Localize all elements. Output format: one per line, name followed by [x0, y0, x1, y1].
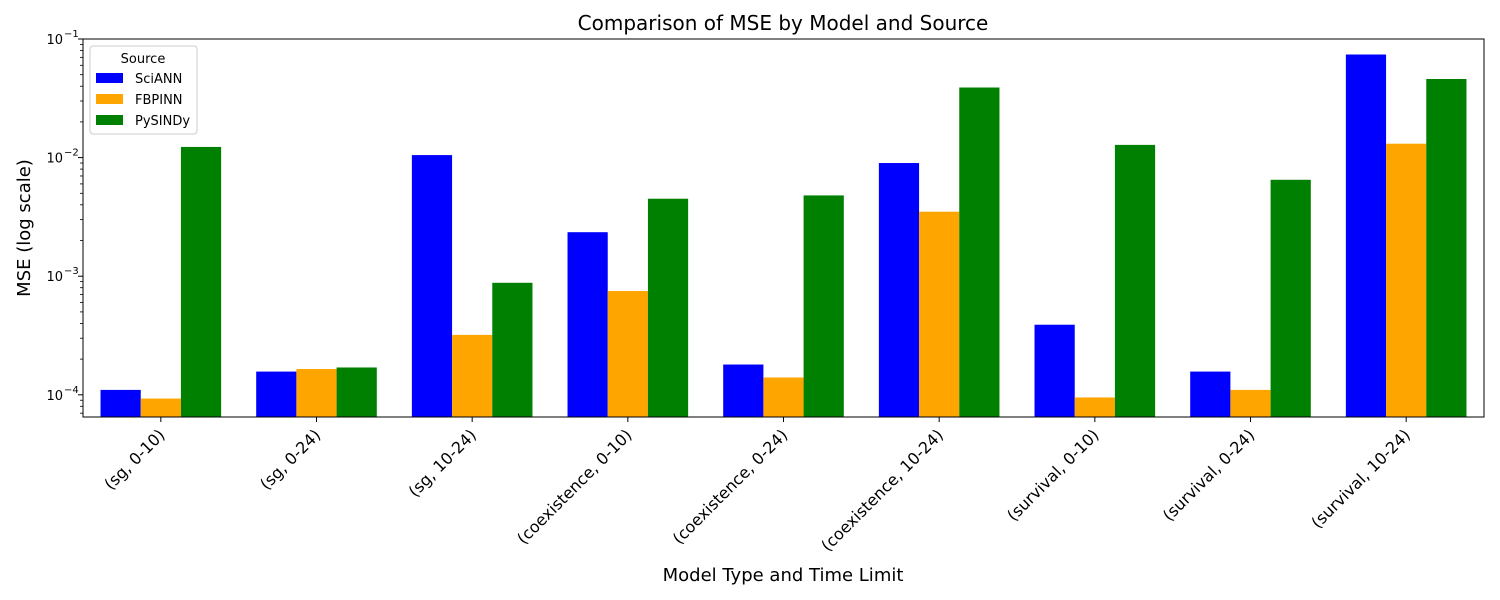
- bar-fbpinn-1: [296, 369, 337, 417]
- bar-sciann-7: [1190, 371, 1231, 417]
- legend-swatch-pysindy: [96, 115, 123, 125]
- y-tick-exponent: −4: [64, 385, 79, 396]
- y-tick-label: 10: [46, 389, 63, 404]
- x-tick-label: (sg, 0-24): [256, 425, 324, 493]
- chart-title: Comparison of MSE by Model and Source: [578, 11, 989, 35]
- bar-pysindy-6: [1114, 144, 1156, 417]
- y-tick-exponent: −2: [64, 148, 79, 159]
- bar-pysindy-3: [647, 198, 689, 417]
- x-tick-label: (survival, 0-24): [1159, 425, 1258, 524]
- bar-fbpinn-2: [452, 334, 493, 417]
- bar-fbpinn-4: [763, 377, 804, 417]
- x-tick-label: (coexistence, 0-10): [513, 425, 636, 548]
- x-axis-label: Model Type and Time Limit: [663, 565, 904, 586]
- bar-pysindy-0: [180, 146, 222, 417]
- bar-sciann-0: [100, 389, 141, 417]
- x-axis-ticks: (sg, 0-10) (sg, 0-24) (sg, 10-24) (coexiste…: [100, 417, 1414, 555]
- y-tick-exponent: −1: [64, 29, 79, 40]
- y-tick-label: 10: [46, 270, 63, 285]
- bar-sciann-1: [256, 371, 297, 417]
- legend-label-fbpinn: FBPINN: [135, 93, 183, 108]
- y-tick-label: 10: [46, 33, 63, 48]
- legend-title: Source: [121, 52, 166, 67]
- bar-pysindy-8: [1426, 79, 1467, 417]
- bars: [100, 54, 1467, 417]
- legend-box: [89, 45, 198, 135]
- y-tick-exponent: −3: [64, 266, 79, 277]
- bar-pysindy-2: [492, 282, 533, 417]
- legend-label-pysindy: PySINDy: [135, 114, 190, 129]
- bar-sciann-6: [1034, 324, 1075, 417]
- bar-sciann-2: [411, 155, 453, 417]
- bar-pysindy-1: [336, 367, 377, 417]
- bar-sciann-4: [723, 364, 764, 417]
- legend-swatch-sciann: [96, 73, 123, 83]
- y-axis-label: MSE (log scale): [14, 159, 35, 297]
- bar-fbpinn-6: [1074, 397, 1115, 417]
- y-tick-label: 10: [46, 152, 63, 167]
- plot-area-frame: [82, 38, 1485, 418]
- x-tick-label: (survival, 0-10): [1003, 425, 1102, 524]
- x-tick-label: (coexistence, 10-24): [817, 425, 947, 555]
- legend: Source SciANN FBPINN PySINDy: [89, 45, 198, 135]
- bar-sciann-5: [878, 163, 920, 417]
- bar-fbpinn-8: [1386, 143, 1427, 417]
- x-tick-label: (coexistence, 0-24): [669, 425, 792, 548]
- bar-fbpinn-3: [607, 291, 648, 417]
- bar-pysindy-7: [1270, 179, 1311, 417]
- legend-label-sciann: SciANN: [135, 72, 182, 87]
- bar-pysindy-5: [959, 87, 1000, 417]
- x-tick-label: (survival, 10-24): [1307, 425, 1414, 532]
- bar-sciann-3: [567, 232, 608, 417]
- x-tick-label: (sg, 10-24): [405, 425, 480, 500]
- bar-fbpinn-7: [1230, 389, 1271, 417]
- legend-swatch-fbpinn: [96, 94, 123, 104]
- x-tick-label: (sg, 0-10): [100, 425, 168, 493]
- bar-pysindy-4: [803, 195, 844, 417]
- bar-sciann-8: [1345, 54, 1387, 417]
- y-axis-ticks: 10−410−310−210−1: [46, 29, 83, 414]
- bar-fbpinn-0: [140, 398, 181, 417]
- bar-fbpinn-5: [919, 211, 960, 417]
